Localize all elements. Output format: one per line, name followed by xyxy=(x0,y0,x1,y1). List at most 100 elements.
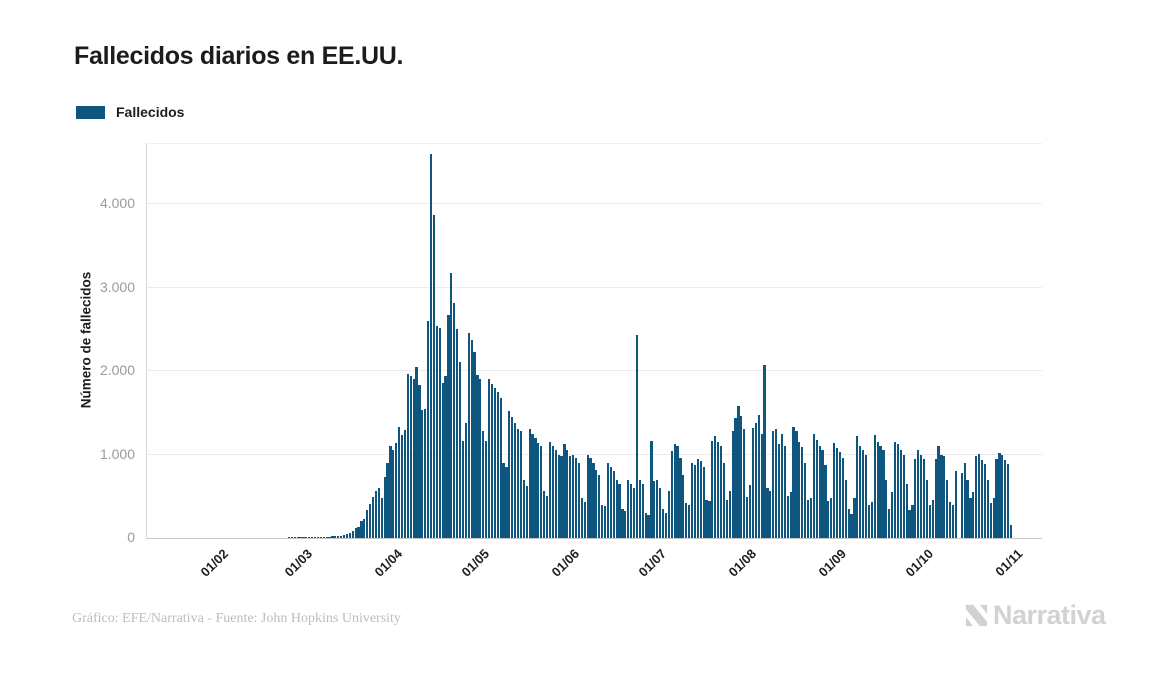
bar xyxy=(505,467,508,538)
bar xyxy=(377,487,380,538)
bar xyxy=(467,333,470,538)
bar xyxy=(627,479,630,538)
bar xyxy=(334,535,337,538)
bar xyxy=(369,503,372,538)
bar xyxy=(406,374,409,538)
bar xyxy=(453,303,456,538)
bar xyxy=(363,518,366,538)
bar xyxy=(748,485,752,538)
bar xyxy=(403,430,407,538)
bar xyxy=(461,441,465,538)
gridline xyxy=(147,203,1042,204)
bar xyxy=(972,492,975,538)
bar xyxy=(322,537,325,538)
bar xyxy=(476,375,479,538)
bar xyxy=(867,504,871,538)
bar xyxy=(821,450,824,538)
bar xyxy=(357,527,360,538)
bar xyxy=(592,462,595,538)
bar xyxy=(1001,455,1004,538)
bar xyxy=(676,446,679,538)
bar xyxy=(888,508,891,538)
bar xyxy=(316,537,320,538)
bar xyxy=(737,406,740,538)
bar xyxy=(389,446,392,538)
bar xyxy=(548,441,552,538)
bar xyxy=(661,508,665,538)
bar xyxy=(511,416,514,538)
bar xyxy=(464,422,467,538)
bar xyxy=(493,387,496,538)
bar xyxy=(783,446,786,538)
bar xyxy=(734,417,737,538)
bar xyxy=(824,464,827,538)
bar xyxy=(508,411,511,538)
bar xyxy=(986,479,989,538)
bar xyxy=(775,429,778,538)
bar xyxy=(688,504,691,538)
bar xyxy=(647,514,650,538)
bar xyxy=(766,487,769,538)
bar xyxy=(725,499,728,538)
bar xyxy=(516,429,520,538)
bar xyxy=(325,536,328,538)
bar xyxy=(670,451,673,538)
bar xyxy=(902,454,905,538)
bar xyxy=(975,456,978,538)
bar xyxy=(554,450,557,538)
bar xyxy=(702,467,705,538)
bar xyxy=(435,325,438,538)
bar xyxy=(818,446,821,538)
bar xyxy=(920,454,923,538)
bar xyxy=(963,462,966,538)
bar xyxy=(299,537,302,538)
bar xyxy=(595,469,598,538)
bar xyxy=(531,433,534,538)
bar xyxy=(656,479,659,538)
bar xyxy=(427,320,430,538)
bar xyxy=(374,491,378,538)
bar xyxy=(806,500,810,538)
bar xyxy=(711,441,714,538)
bar xyxy=(586,454,589,538)
plot-area: 01/02 01/03 01/04 01/05 01/06 01/07 01/08 01/09… xyxy=(146,143,1042,580)
bar xyxy=(699,461,702,538)
bar xyxy=(302,537,305,538)
bar xyxy=(862,449,865,538)
bar xyxy=(444,376,447,538)
bar xyxy=(664,512,668,538)
gridline xyxy=(147,370,1042,371)
bar xyxy=(951,504,955,538)
bar xyxy=(769,491,772,538)
bar xyxy=(540,446,543,538)
bar xyxy=(786,496,789,538)
bar xyxy=(812,433,815,538)
bar xyxy=(685,502,688,538)
gridline xyxy=(147,286,1042,288)
bar xyxy=(386,462,389,538)
bar xyxy=(708,501,711,538)
bar xyxy=(319,537,322,538)
bar xyxy=(545,496,549,538)
bar xyxy=(609,467,612,538)
bar xyxy=(632,487,636,538)
bar xyxy=(450,273,453,538)
bar xyxy=(731,431,734,538)
bar xyxy=(612,471,615,538)
bar xyxy=(838,452,842,538)
bar xyxy=(925,479,929,538)
bar xyxy=(980,459,984,538)
legend-item-fallecidos[interactable]: Fallecidos xyxy=(76,104,184,120)
bar xyxy=(313,537,317,538)
bar xyxy=(1007,463,1010,538)
bar xyxy=(995,458,998,538)
bar xyxy=(560,456,563,538)
bar xyxy=(351,530,354,538)
bar xyxy=(569,456,572,538)
bar xyxy=(896,444,900,538)
bar xyxy=(308,537,311,538)
y-tick-label: 1.000 xyxy=(99,445,135,462)
bar xyxy=(914,458,917,538)
bar xyxy=(693,464,697,538)
bar xyxy=(833,442,836,538)
